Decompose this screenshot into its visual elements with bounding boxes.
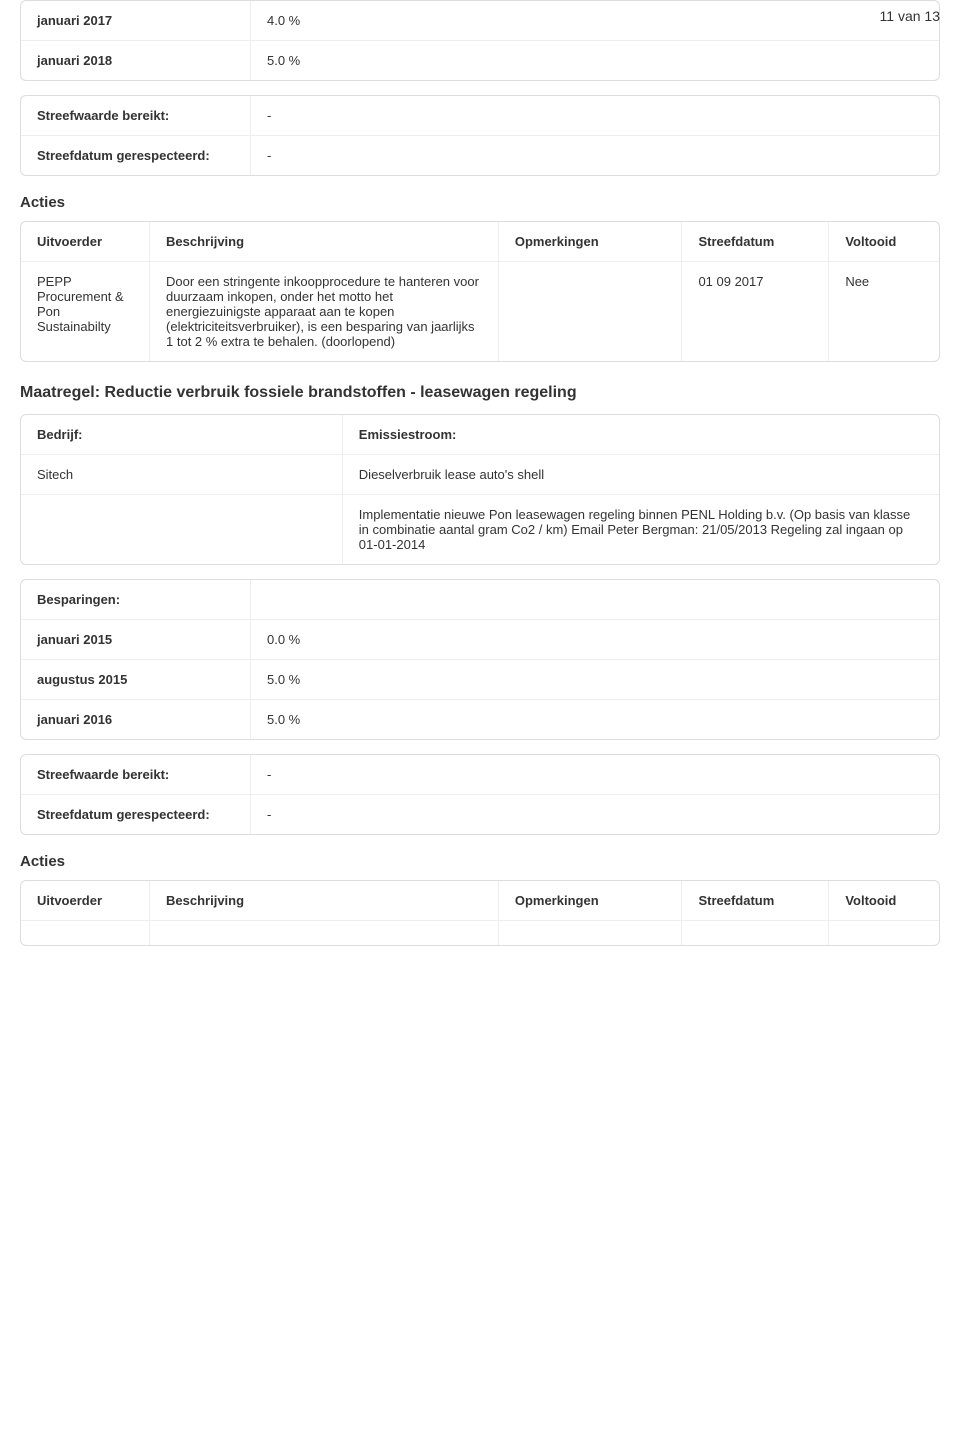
empty-cell — [21, 921, 150, 946]
row-label: januari 2018 — [21, 41, 251, 81]
table-row — [21, 921, 939, 946]
cell-uitvoerder: PEPP Procurement & Pon Sustainabilty — [21, 262, 150, 362]
col-uitvoerder: Uitvoerder — [21, 222, 150, 262]
col-voltooid: Voltooid — [829, 881, 939, 921]
col-opmerkingen: Opmerkingen — [498, 881, 682, 921]
row-value: - — [251, 136, 940, 176]
row-value: - — [251, 755, 940, 795]
emissie-description: Implementatie nieuwe Pon leasewagen rege… — [342, 495, 939, 565]
col-streefdatum: Streefdatum — [682, 222, 829, 262]
col-uitvoerder: Uitvoerder — [21, 881, 150, 921]
streef-table: Streefwaarde bereikt: - Streefdatum gere… — [20, 754, 940, 835]
row-value: 4.0 % — [251, 1, 940, 41]
col-opmerkingen: Opmerkingen — [498, 222, 682, 262]
col-voltooid: Voltooid — [829, 222, 939, 262]
row-label: augustus 2015 — [21, 660, 251, 700]
besparingen-table: Besparingen: januari 2015 0.0 % augustus… — [20, 579, 940, 740]
col-beschrijving: Beschrijving — [150, 881, 499, 921]
bedrijf-value — [21, 495, 342, 565]
year-percent-table: januari 2017 4.0 % januari 2018 5.0 % — [20, 0, 940, 81]
acties-heading: Acties — [20, 853, 940, 870]
bedrijf-value: Sitech — [21, 455, 342, 495]
maatregel-title: Maatregel: Reductie verbruik fossiele br… — [20, 384, 940, 402]
col-beschrijving: Beschrijving — [150, 222, 499, 262]
row-value: - — [251, 795, 940, 835]
emissie-value: Dieselverbruik lease auto's shell — [342, 455, 939, 495]
col-streefdatum: Streefdatum — [682, 881, 829, 921]
row-value: 5.0 % — [251, 700, 940, 740]
cell-beschrijving: Door een stringente inkoopprocedure te h… — [150, 262, 499, 362]
empty-cell — [251, 580, 940, 620]
row-label: Streefwaarde bereikt: — [21, 96, 251, 136]
cell-streefdatum: 01 09 2017 — [682, 262, 829, 362]
row-value: 5.0 % — [251, 660, 940, 700]
empty-cell — [682, 921, 829, 946]
empty-cell — [829, 921, 939, 946]
bedrijf-header: Bedrijf: — [21, 415, 342, 455]
row-label: Streefwaarde bereikt: — [21, 755, 251, 795]
bedrijf-emissie-table: Bedrijf: Emissiestroom: Sitech Dieselver… — [20, 414, 940, 565]
page-number: 11 van 13 — [880, 8, 940, 24]
row-value: 0.0 % — [251, 620, 940, 660]
row-label: januari 2016 — [21, 700, 251, 740]
row-label: Streefdatum gerespecteerd: — [21, 136, 251, 176]
besparingen-header: Besparingen: — [21, 580, 251, 620]
acties-table: Uitvoerder Beschrijving Opmerkingen Stre… — [20, 221, 940, 362]
row-value: 5.0 % — [251, 41, 940, 81]
table-row: PEPP Procurement & Pon Sustainabilty Doo… — [21, 262, 939, 362]
acties-heading: Acties — [20, 194, 940, 211]
acties-table: Uitvoerder Beschrijving Opmerkingen Stre… — [20, 880, 940, 946]
cell-opmerkingen — [498, 262, 682, 362]
row-label: januari 2015 — [21, 620, 251, 660]
cell-voltooid: Nee — [829, 262, 939, 362]
streef-table: Streefwaarde bereikt: - Streefdatum gere… — [20, 95, 940, 176]
row-label: Streefdatum gerespecteerd: — [21, 795, 251, 835]
table-header-row: Uitvoerder Beschrijving Opmerkingen Stre… — [21, 222, 939, 262]
emissie-header: Emissiestroom: — [342, 415, 939, 455]
row-label: januari 2017 — [21, 1, 251, 41]
table-header-row: Uitvoerder Beschrijving Opmerkingen Stre… — [21, 881, 939, 921]
empty-cell — [150, 921, 499, 946]
row-value: - — [251, 96, 940, 136]
empty-cell — [498, 921, 682, 946]
